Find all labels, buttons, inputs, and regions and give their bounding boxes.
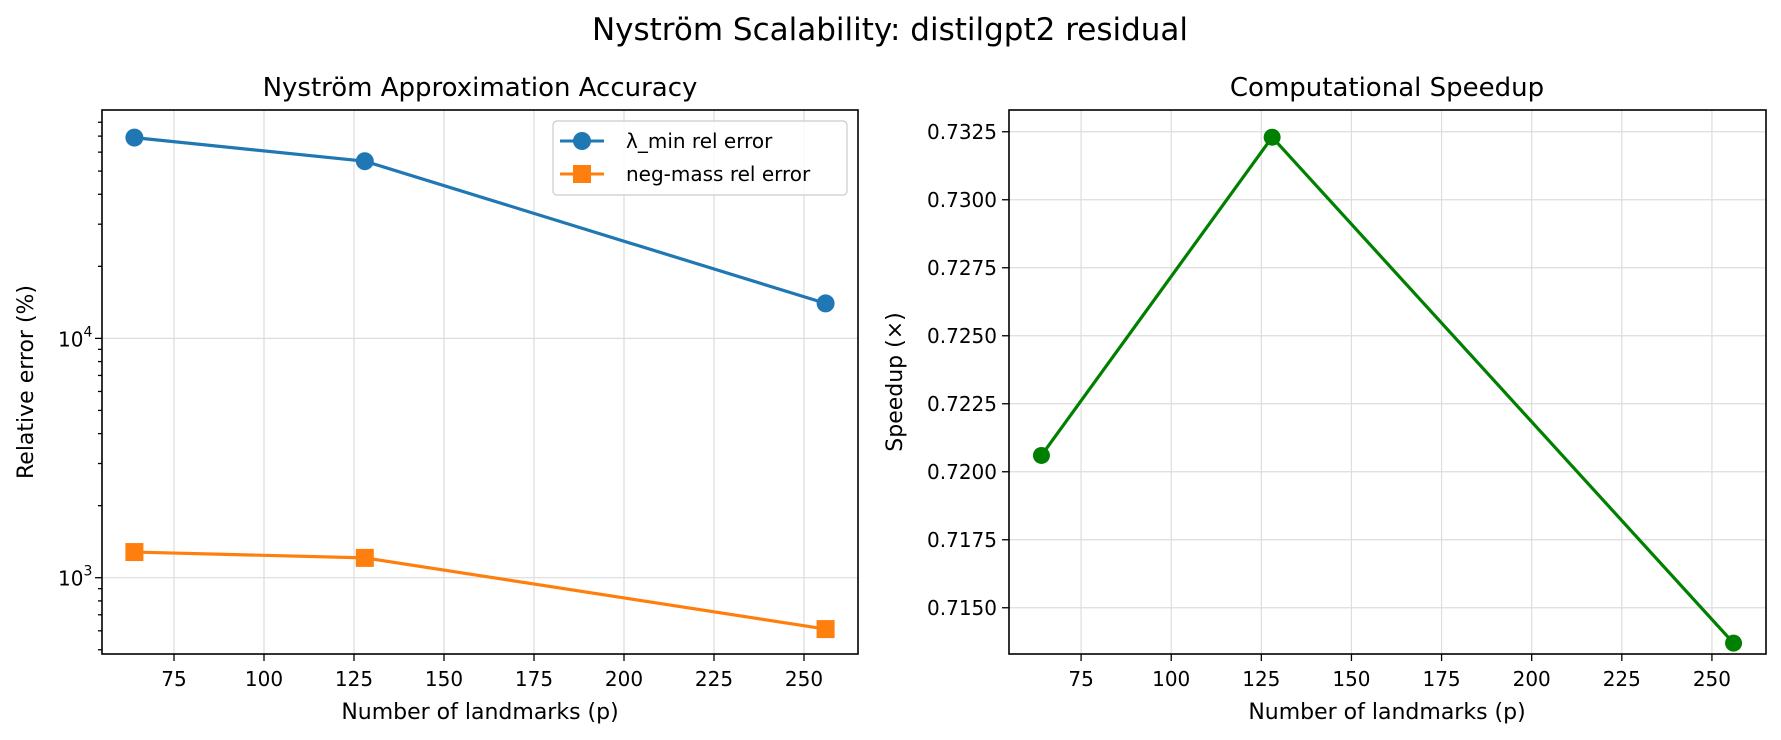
lambda-min-point [125, 128, 144, 147]
accuracy-y-axis-label: Relative error (%) [14, 285, 39, 479]
speedup-plot-frame [1008, 109, 1767, 655]
speedup-panel-title: Computational Speedup [1230, 73, 1544, 103]
lambda-min-point [816, 294, 835, 313]
speedup-line [1040, 135, 1735, 645]
accuracy-panel-title: Nyström Approximation Accuracy [263, 73, 698, 103]
x-tick-label: 200 [605, 667, 643, 691]
speedup-x-axis-label: Number of landmarks (p) [1248, 700, 1525, 725]
x-tick-label: 75 [161, 667, 186, 691]
x-tick-label: 125 [335, 667, 373, 691]
x-tick-label: 175 [515, 667, 553, 691]
x-tick-label: 250 [785, 667, 823, 691]
y-tick-label: 0.7175 [927, 528, 997, 552]
neg-mass-point [125, 543, 144, 562]
accuracy-legend: λ_min rel error neg-mass rel error [552, 120, 848, 196]
speedup-point [1032, 446, 1050, 464]
legend-box [552, 120, 848, 196]
accuracy-x-ticks: 75 100 125 150 175 200 225 250 [161, 654, 823, 691]
legend-label-negmass: neg-mass rel error [626, 162, 811, 186]
legend-marker-negmass [573, 165, 591, 183]
accuracy-panel: Nyström Approximation Accuracy 75 100 125 1… [14, 73, 859, 725]
y-tick-label: 104 [58, 324, 92, 351]
y-tick-label: 0.7250 [927, 324, 997, 348]
neg-mass-line [134, 550, 826, 631]
legend-marker-lambda [573, 132, 591, 150]
accuracy-plot-frame [101, 109, 859, 655]
neg-mass-point [355, 548, 374, 567]
y-tick-label: 103 [58, 564, 92, 591]
speedup-panel: Computational Speedup 75 100 125 150 175 200 2… [883, 73, 1767, 725]
y-tick-label: 0.7275 [927, 256, 997, 280]
y-tick-label: 0.7200 [927, 460, 997, 484]
y-tick-label: 0.7225 [927, 392, 997, 416]
lambda-min-point [355, 152, 374, 171]
speedup-x-ticks: 75 100 125 150 175 200 225 250 [1068, 654, 1731, 691]
speedup-point [1725, 634, 1743, 652]
speedup-y-ticks: 0.7150 0.7175 0.7200 0.7225 0.7250 0.7275 0.73… [927, 120, 1009, 620]
x-tick-label: 250 [1693, 667, 1731, 691]
neg-mass-point [816, 620, 835, 639]
x-tick-label: 100 [1152, 667, 1190, 691]
speedup-grid [1009, 110, 1766, 654]
x-tick-label: 150 [1332, 667, 1370, 691]
x-tick-label: 100 [245, 667, 283, 691]
x-tick-label: 225 [1603, 667, 1641, 691]
legend-label-lambda: λ_min rel error [626, 129, 773, 153]
x-tick-label: 175 [1422, 667, 1460, 691]
x-tick-label: 225 [695, 667, 733, 691]
x-tick-label: 200 [1513, 667, 1551, 691]
figure-title: Nyström Scalability: distilgpt2 residual [592, 12, 1188, 48]
speedup-series [1032, 128, 1743, 652]
y-tick-label: 0.7325 [927, 120, 997, 144]
accuracy-series [125, 128, 835, 639]
x-tick-label: 150 [425, 667, 463, 691]
y-tick-label: 0.7300 [927, 188, 997, 212]
accuracy-grid [102, 110, 858, 654]
accuracy-y-ticks: 103 104 [58, 121, 102, 651]
accuracy-x-axis-label: Number of landmarks (p) [341, 700, 618, 725]
x-tick-label: 125 [1242, 667, 1280, 691]
y-tick-label: 0.7150 [927, 596, 997, 620]
speedup-y-axis-label: Speedup (×) [883, 312, 908, 451]
speedup-point [1263, 128, 1281, 146]
x-tick-label: 75 [1068, 667, 1093, 691]
